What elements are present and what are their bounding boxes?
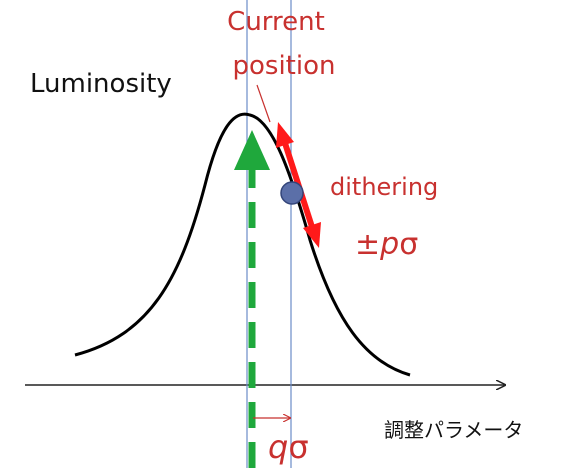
q: q (268, 428, 288, 466)
current-point (280, 181, 304, 205)
dithering-label: dithering (330, 173, 438, 201)
dither-arrowhead (276, 122, 294, 148)
dither-arrowhead (303, 222, 321, 248)
sigma: σ (288, 428, 308, 466)
luminosity-curve (74, 112, 411, 377)
x-label: 調整パラメータ (384, 418, 523, 442)
y-label: Luminosity (30, 69, 172, 99)
offset-label: qσ (268, 428, 309, 466)
current-label: Current (227, 7, 325, 37)
sign: ± (355, 227, 380, 262)
peak-arrowhead (234, 130, 270, 170)
p: p (379, 227, 399, 262)
sigma: σ (399, 227, 418, 262)
pointer-line (256, 84, 271, 123)
current-label: position (233, 51, 336, 81)
dither-range-label: ±pσ (355, 227, 418, 262)
